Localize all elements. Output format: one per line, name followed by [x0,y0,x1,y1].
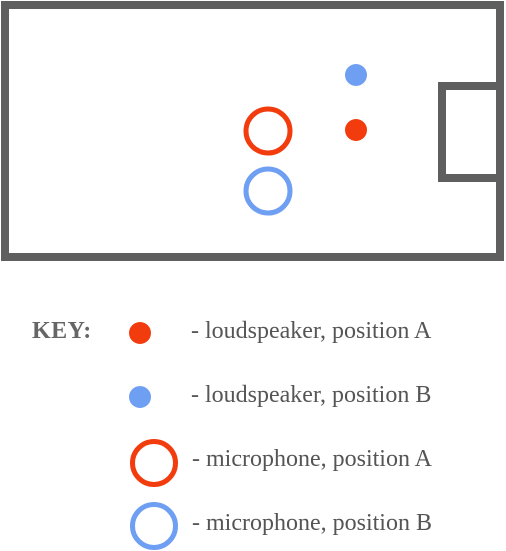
microphone-b-icon [130,502,178,550]
microphone-position-b-marker [243,166,293,216]
room-alcove [438,82,504,182]
loudspeaker-b-icon [129,386,151,408]
key-item-microphone-a: - microphone, position A [0,439,506,487]
key-label: - microphone, position B [192,510,432,536]
key-label: - loudspeaker, position B [191,382,432,408]
room-plan [1,1,504,261]
microphone-a-icon [130,439,178,487]
key-title: KEY: [32,318,92,344]
key-item-loudspeaker-b: - loudspeaker, position B [0,377,506,417]
key-label: - loudspeaker, position A [191,318,432,344]
microphone-position-a-marker [243,106,293,156]
loudspeaker-a-icon [129,322,151,344]
key-item-microphone-b: - microphone, position B [0,502,506,550]
room-outline [1,1,504,261]
key-item-loudspeaker-a: - loudspeaker, position A [0,313,506,353]
loudspeaker-position-b-marker [345,64,367,86]
loudspeaker-position-a-marker [345,119,367,141]
key-label: - microphone, position A [192,446,432,472]
